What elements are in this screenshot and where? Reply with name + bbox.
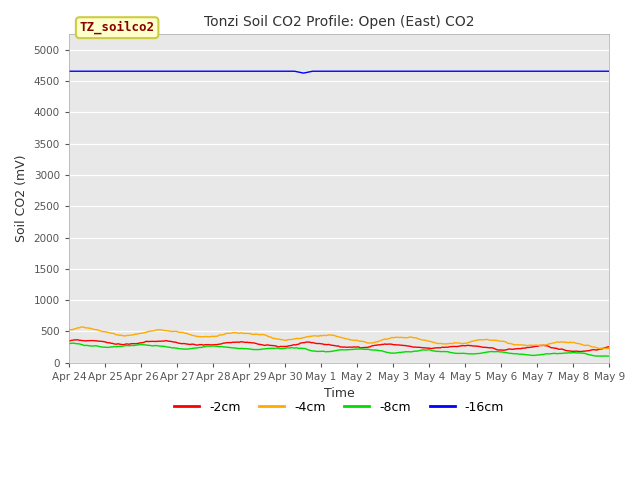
- Title: Tonzi Soil CO2 Profile: Open (East) CO2: Tonzi Soil CO2 Profile: Open (East) CO2: [204, 15, 474, 29]
- Text: TZ_soilco2: TZ_soilco2: [79, 21, 155, 35]
- X-axis label: Time: Time: [324, 387, 355, 400]
- Y-axis label: Soil CO2 (mV): Soil CO2 (mV): [15, 155, 28, 242]
- Legend: -2cm, -4cm, -8cm, -16cm: -2cm, -4cm, -8cm, -16cm: [169, 396, 509, 419]
